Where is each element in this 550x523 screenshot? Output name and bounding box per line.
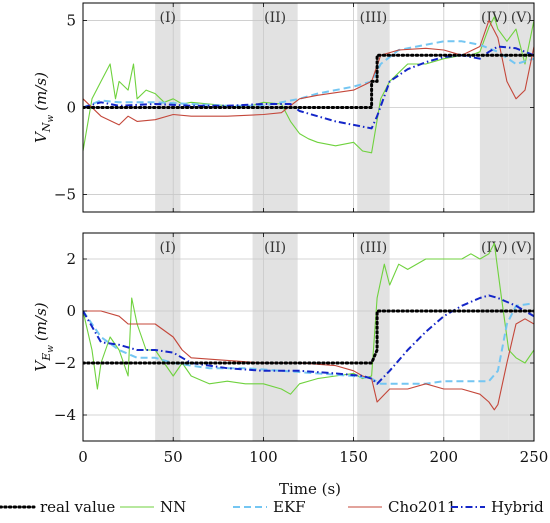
region-label: (II): [264, 240, 286, 256]
legend-item-ekf: EKF: [233, 498, 306, 516]
x-tick-label: 100: [249, 448, 278, 466]
series-group: [83, 242, 534, 411]
legend-label: real value: [40, 498, 115, 516]
region-label: (V): [511, 240, 532, 256]
legend-item-nn: NN: [120, 498, 186, 516]
series-line-hybrid: [83, 294, 534, 385]
y-tick-label: 0: [66, 99, 76, 117]
region-band: [155, 233, 181, 441]
series-line-ekf: [83, 302, 534, 385]
y-tick-label: −5: [54, 186, 76, 204]
region-label: (II): [264, 10, 286, 26]
series-line-nn: [83, 16, 534, 154]
y-tick-label: 0: [66, 302, 76, 320]
series-line-cho2011: [83, 19, 534, 126]
y-tick-label: 5: [66, 11, 76, 29]
legend-item-cho2011: Cho2011: [348, 498, 456, 516]
legend: real value NN EKF Cho2011 Hybrid: [0, 498, 544, 516]
series-line-cho2011: [83, 310, 534, 411]
region-band: [252, 233, 298, 441]
x-tick-label: 200: [429, 448, 458, 466]
legend-label: NN: [160, 498, 186, 516]
series-line-real-value: [83, 309, 534, 365]
region-band: [357, 233, 390, 441]
legend-label: Cho2011: [388, 498, 456, 516]
series-group: [83, 16, 534, 154]
y-tick-label: −2: [54, 354, 76, 372]
region-label: (I): [160, 10, 176, 26]
legend-label: EKF: [273, 498, 306, 516]
region-label: (III): [360, 240, 388, 256]
plot-frame: [82, 232, 535, 442]
series-line-nn: [83, 242, 534, 395]
legend-item-hybrid: Hybrid: [451, 498, 544, 516]
x-tick-label: 150: [339, 448, 368, 466]
y-tick-label: 2: [66, 250, 76, 268]
region-label: (III): [360, 10, 388, 26]
y-axis-label: VEw(m/s): [32, 302, 56, 371]
legend-label: Hybrid: [491, 498, 544, 516]
x-tick-label: 50: [164, 448, 183, 466]
x-tick-label: 0: [78, 448, 88, 466]
panel-east-velocity: (I) (II) (III) (IV) (V) −4 −2 0 2 0 50 100 150 200 250…: [32, 232, 549, 466]
series-line-real-value: [83, 53, 534, 109]
region-label: (IV): [481, 240, 508, 256]
region-label: (V): [511, 10, 532, 26]
series-line-ekf: [83, 40, 534, 109]
y-axis-label: VNw(m/s): [32, 72, 56, 143]
x-axis-label: Time (s): [279, 480, 341, 498]
legend-item-real-value: real value: [0, 498, 115, 516]
x-tick-label: 250: [520, 448, 549, 466]
series-line-hybrid: [83, 45, 534, 130]
region-label: (I): [160, 240, 176, 256]
y-tick-label: −4: [54, 406, 76, 424]
